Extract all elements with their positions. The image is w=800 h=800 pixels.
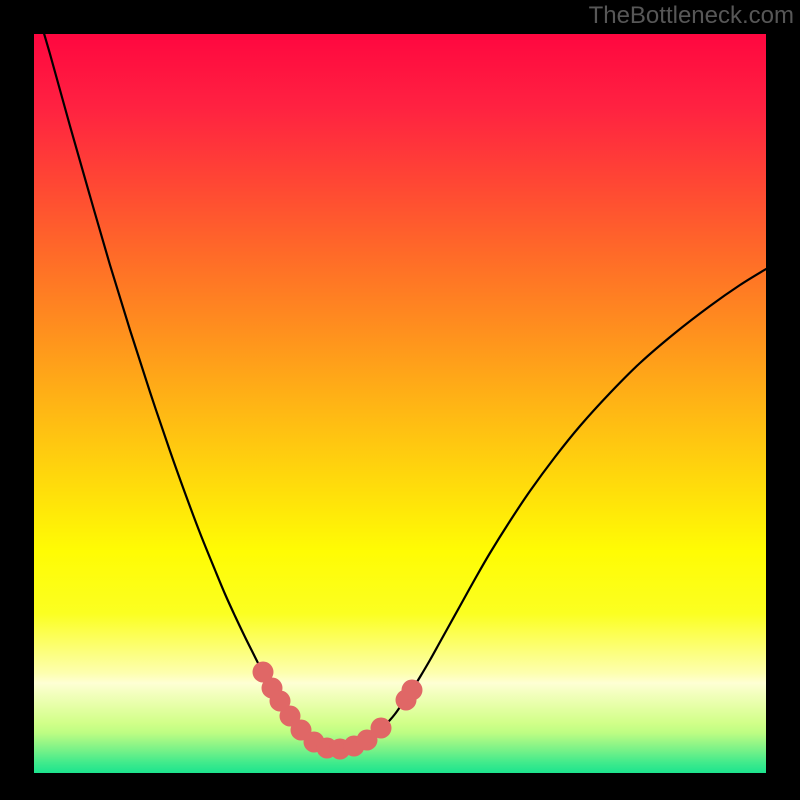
highlight-marker <box>371 718 392 739</box>
chart-container: TheBottleneck.com <box>0 0 800 800</box>
bottleneck-curve-chart <box>0 0 800 800</box>
plot-background-gradient <box>34 34 766 773</box>
watermark-text: TheBottleneck.com <box>589 2 794 30</box>
highlight-marker <box>402 680 423 701</box>
